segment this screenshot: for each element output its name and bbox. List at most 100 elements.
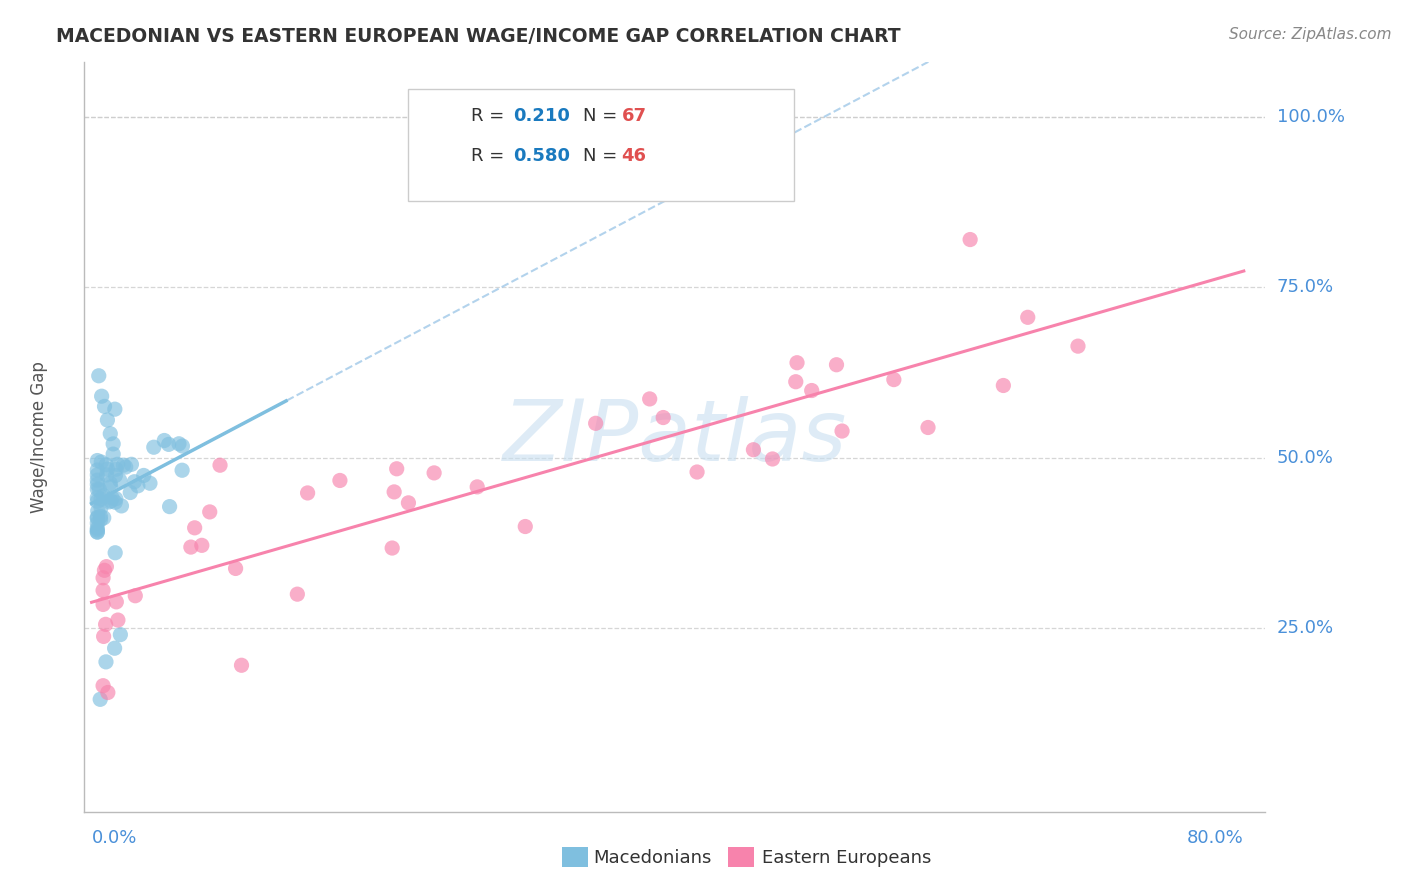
Point xyxy=(959,233,981,247)
Text: MACEDONIAN VS EASTERN EUROPEAN WAGE/INCOME GAP CORRELATION CHART: MACEDONIAN VS EASTERN EUROPEAN WAGE/INCO… xyxy=(56,27,901,45)
Point xyxy=(112,458,135,472)
Point xyxy=(86,453,108,467)
Text: R =: R = xyxy=(471,147,510,165)
Point xyxy=(101,491,124,505)
Point xyxy=(93,489,115,503)
Point xyxy=(883,373,905,387)
Text: 80.0%: 80.0% xyxy=(1187,829,1244,847)
Point xyxy=(515,519,537,533)
Point xyxy=(104,546,127,560)
Point xyxy=(124,589,146,603)
Point xyxy=(110,499,132,513)
Point xyxy=(96,462,118,476)
Point xyxy=(93,400,115,414)
Point xyxy=(329,474,352,488)
Point xyxy=(91,583,114,598)
Point xyxy=(120,485,142,500)
Point xyxy=(385,462,408,476)
Point xyxy=(90,491,112,506)
Point xyxy=(86,477,108,491)
Text: 0.0%: 0.0% xyxy=(91,829,136,847)
Point xyxy=(93,511,115,525)
Point xyxy=(107,613,129,627)
Point xyxy=(1017,310,1039,325)
Point xyxy=(127,479,149,493)
Point xyxy=(652,410,675,425)
Point xyxy=(381,541,404,555)
Text: Wage/Income Gap: Wage/Income Gap xyxy=(31,361,48,513)
Text: Eastern Europeans: Eastern Europeans xyxy=(762,849,931,867)
Point xyxy=(686,465,709,479)
Point xyxy=(1067,339,1090,353)
Point xyxy=(104,495,127,509)
Point xyxy=(104,641,127,656)
Point xyxy=(98,495,121,509)
Point xyxy=(89,509,111,524)
Point xyxy=(172,439,194,453)
Point xyxy=(120,458,142,472)
Point xyxy=(100,494,122,508)
Point xyxy=(785,375,807,389)
Point xyxy=(96,458,118,472)
Text: 0.580: 0.580 xyxy=(513,147,571,165)
Point xyxy=(104,468,127,483)
Point xyxy=(638,392,661,406)
Point xyxy=(90,455,112,469)
Point xyxy=(98,476,121,491)
Point xyxy=(86,467,108,482)
Point xyxy=(91,598,114,612)
Point xyxy=(423,466,446,480)
Point xyxy=(142,440,165,454)
Point xyxy=(87,504,110,518)
Text: 0.210: 0.210 xyxy=(513,107,569,125)
Point xyxy=(742,442,765,457)
Point xyxy=(86,516,108,531)
Point xyxy=(90,389,112,403)
Point xyxy=(172,463,194,477)
Point xyxy=(87,368,110,383)
Point xyxy=(86,511,108,525)
Point xyxy=(91,679,114,693)
Point xyxy=(585,417,607,431)
Text: 67: 67 xyxy=(621,107,647,125)
Point xyxy=(98,426,121,441)
Point xyxy=(167,437,190,451)
Point xyxy=(800,384,823,398)
Point xyxy=(180,540,202,554)
Text: R =: R = xyxy=(471,107,510,125)
Point xyxy=(114,460,136,475)
Point xyxy=(110,627,132,641)
Point xyxy=(101,437,124,451)
Point xyxy=(159,500,181,514)
Point xyxy=(285,587,308,601)
Point xyxy=(231,658,253,673)
Point xyxy=(94,617,117,632)
Point xyxy=(124,475,146,489)
Point xyxy=(86,482,108,496)
Point xyxy=(132,468,155,483)
Point xyxy=(94,655,117,669)
Point xyxy=(93,629,115,643)
Point xyxy=(86,473,108,487)
Text: 50.0%: 50.0% xyxy=(1277,449,1334,467)
Point xyxy=(198,505,221,519)
Point xyxy=(96,559,118,574)
Point xyxy=(86,491,108,505)
Point xyxy=(297,486,319,500)
Point xyxy=(90,500,112,515)
Point xyxy=(465,480,488,494)
Point xyxy=(86,524,108,539)
Point xyxy=(831,424,853,438)
Point xyxy=(100,480,122,494)
Point xyxy=(153,434,176,448)
Point xyxy=(157,437,180,451)
Text: 25.0%: 25.0% xyxy=(1277,619,1334,637)
Point xyxy=(93,563,115,577)
Point xyxy=(97,685,120,699)
Point xyxy=(107,458,129,472)
Point xyxy=(761,452,783,467)
Point xyxy=(105,462,128,476)
Point xyxy=(89,692,111,706)
Point xyxy=(86,523,108,537)
Point xyxy=(89,483,111,497)
